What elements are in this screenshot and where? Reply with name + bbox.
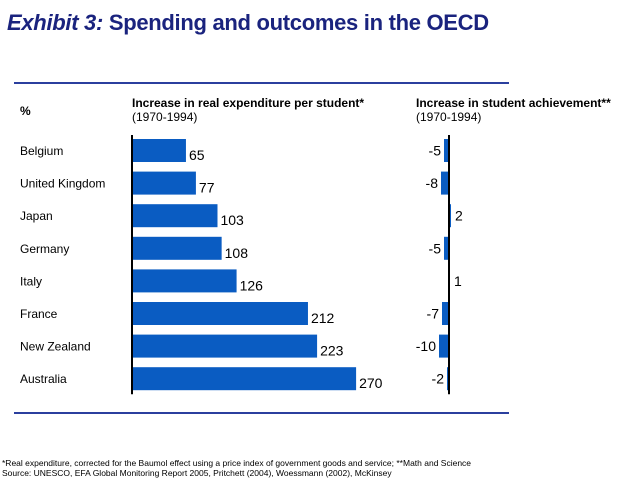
footnote-source: Source: UNESCO, EFA Global Monitoring Re… — [2, 468, 392, 478]
unit-label: % — [20, 104, 31, 118]
expenditure-value-label: 126 — [240, 277, 264, 293]
expenditure-value-label: 223 — [320, 343, 344, 359]
achievement-value-label: -7 — [427, 306, 440, 322]
category-label: Japan — [20, 209, 53, 223]
achievement-bar — [441, 171, 449, 195]
achievement-value-label: -8 — [426, 175, 439, 191]
expenditure-bar — [132, 171, 196, 195]
expenditure-value-label: 270 — [359, 375, 383, 391]
achievement-value-label: 2 — [455, 208, 463, 224]
expenditure-bar — [132, 139, 186, 162]
achievement-value-label: 1 — [454, 273, 462, 289]
achievement-bar — [444, 139, 449, 162]
left-chart-header: Increase in real expenditure per student… — [132, 96, 364, 124]
expenditure-bar — [132, 269, 237, 293]
left-chart-subtitle: (1970-1994) — [132, 110, 198, 124]
expenditure-bar — [132, 302, 308, 325]
bottom-rule — [14, 412, 509, 414]
achievement-value-label: -10 — [416, 338, 436, 354]
expenditure-value-label: 103 — [220, 212, 244, 228]
category-label: France — [20, 307, 58, 321]
achievement-value-label: -2 — [432, 371, 445, 387]
category-label: Australia — [20, 372, 67, 386]
footnotes: *Real expenditure, corrected for the Bau… — [2, 458, 471, 478]
expenditure-value-label: 212 — [311, 310, 335, 326]
expenditure-bar — [132, 204, 218, 228]
expenditure-bar — [132, 236, 222, 260]
achievement-value-label: -5 — [429, 143, 442, 159]
right-chart-title: Increase in student achievement** — [416, 96, 611, 110]
category-label: United Kingdom — [20, 177, 105, 191]
achievement-bar — [444, 236, 449, 260]
title-text: Spending and outcomes in the OECD — [103, 10, 489, 35]
achievement-bar — [442, 302, 449, 325]
category-label: Germany — [20, 242, 69, 256]
achievement-value-label: -5 — [429, 240, 442, 256]
left-chart-title: Increase in real expenditure per student… — [132, 96, 365, 110]
expenditure-value-label: 65 — [189, 147, 205, 163]
right-chart-header: Increase in student achievement** (1970-1… — [416, 96, 611, 124]
expenditure-bar — [132, 367, 357, 391]
expenditure-bar — [132, 334, 318, 358]
top-rule — [14, 82, 509, 84]
expenditure-value-label: 108 — [225, 245, 249, 261]
achievement-bar — [439, 334, 449, 358]
category-label: Italy — [20, 274, 42, 288]
category-label: New Zealand — [20, 340, 91, 354]
right-chart-subtitle: (1970-1994) — [416, 110, 482, 124]
footnote-definition: *Real expenditure, corrected for the Bau… — [2, 458, 472, 468]
category-label: Belgium — [20, 144, 63, 158]
title-exhibit: Exhibit 3: — [7, 10, 104, 35]
chart-title: Exhibit 3: Spending and outcomes in the … — [7, 10, 489, 36]
expenditure-value-label: 77 — [199, 180, 215, 196]
